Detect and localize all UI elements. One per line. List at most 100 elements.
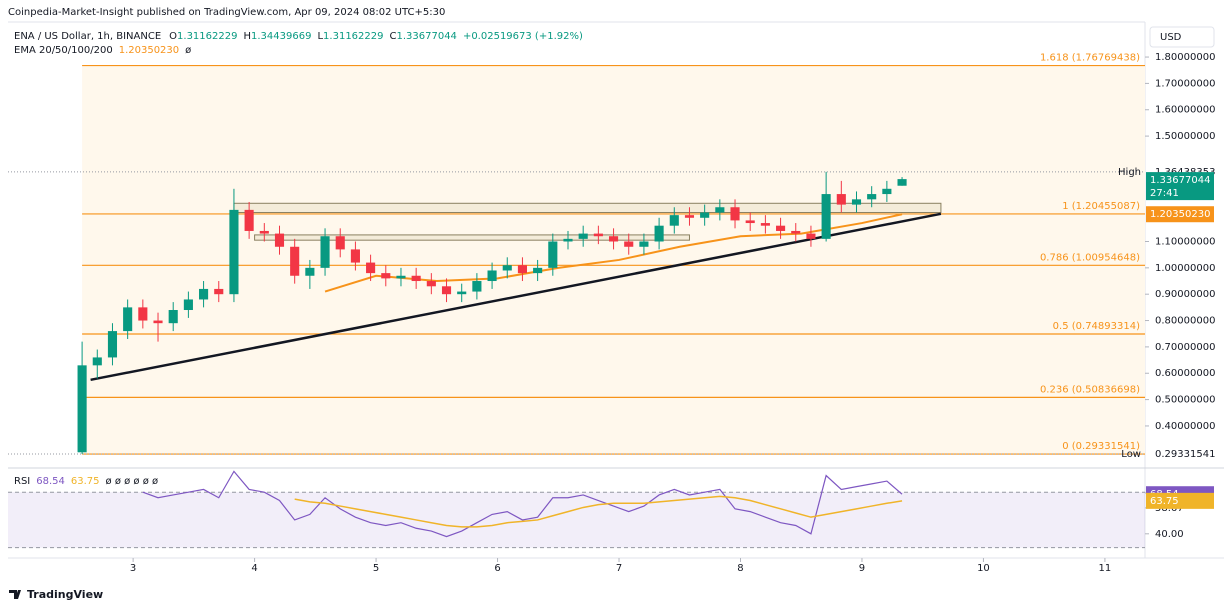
zone — [233, 202, 942, 214]
publish-header: Coinpedia-Market-Insight published on Tr… — [8, 7, 445, 18]
candle-body — [502, 265, 512, 271]
logo: TradingView — [9, 588, 103, 601]
candle-body — [426, 281, 436, 287]
legend-item: 1.34439669 — [251, 31, 311, 42]
candle-body — [745, 220, 755, 224]
candle-body — [229, 209, 239, 295]
candle-body — [366, 262, 376, 274]
x-tick-label: 3 — [130, 563, 136, 574]
candle-body — [350, 249, 360, 263]
x-tick-label: 10 — [977, 563, 990, 574]
candle-body — [624, 241, 634, 247]
candle-body — [715, 207, 725, 213]
ema-tag-bg — [1146, 206, 1214, 223]
candle-body — [381, 273, 391, 279]
fib-label: 0 (0.29331541) — [1062, 441, 1140, 452]
x-tick-label: 5 — [373, 563, 379, 574]
y-tick-label: 40.00 — [1155, 529, 1184, 540]
fib-label: 1 (1.20455087) — [1062, 201, 1140, 212]
legend: RSI 68.54 63.75 ø ø ø ø ø ø — [14, 476, 158, 487]
x-tick-label: 8 — [737, 563, 743, 574]
legend-item: ø ø ø ø ø ø — [106, 476, 159, 487]
candle-body — [836, 194, 846, 205]
candle-body — [897, 179, 907, 186]
candle-body — [244, 209, 254, 231]
price-tag-bg — [1146, 172, 1214, 201]
legend-item: ø — [185, 45, 191, 56]
candle-body — [684, 215, 695, 218]
x-tick-label: 6 — [494, 563, 500, 574]
candle-body — [396, 275, 406, 279]
fib-label: 0.236 (0.50836698) — [1040, 384, 1140, 395]
legend-item: 1.20350230 — [119, 45, 179, 56]
y-tick-label: 0.60000000 — [1155, 368, 1215, 379]
candle-body — [168, 310, 178, 324]
candle-body — [92, 357, 102, 366]
price-tag: 1.33677044 — [1150, 175, 1210, 186]
y-tick-label: 0.40000000 — [1155, 421, 1215, 432]
candle-body — [441, 286, 452, 295]
legend-item: 63.75 — [71, 476, 100, 487]
rsi-line — [294, 495, 903, 528]
legend-item: O — [169, 31, 177, 42]
candle-body — [882, 188, 892, 195]
candle-body — [77, 365, 87, 453]
low-value: 0.29331541 — [1155, 449, 1215, 460]
currency: USD — [1160, 32, 1182, 43]
candle-body — [806, 233, 816, 239]
candle-body — [274, 233, 285, 247]
ema-tag: 1.20350230 — [1150, 209, 1210, 220]
candle-body — [123, 307, 133, 332]
candle-body — [487, 270, 497, 282]
y-tick-label: 0.50000000 — [1155, 395, 1215, 406]
candle-body — [199, 288, 209, 300]
legend-item: EMA 20/50/100/200 — [14, 45, 113, 56]
y-tick-label: 1.70000000 — [1155, 78, 1215, 89]
y-tick-label: 0.80000000 — [1155, 316, 1215, 327]
fib-label: 1.618 (1.76769438) — [1040, 53, 1140, 64]
candle-body — [472, 281, 482, 292]
candle-body — [290, 246, 300, 276]
candle-body — [183, 299, 193, 311]
candle-body — [851, 199, 862, 205]
x-tick-label: 4 — [251, 563, 257, 574]
y-tick-label: 1.50000000 — [1155, 131, 1215, 142]
candle-body — [791, 230, 801, 234]
legend: EMA 20/50/100/200 1.20350230 ø — [14, 45, 191, 56]
candle-body — [700, 212, 710, 218]
candle-body — [214, 288, 224, 295]
candle-body — [608, 236, 619, 242]
legend-item: 1.33677044 — [396, 31, 456, 42]
candle-body — [639, 241, 649, 247]
candle-body — [578, 233, 588, 239]
rsi-tag-bg — [1146, 492, 1214, 509]
candle-body — [776, 225, 786, 231]
brand: TradingView — [27, 588, 103, 601]
y-tick-label: 1.80000000 — [1155, 52, 1215, 63]
candle-body — [517, 265, 527, 274]
trendline — [90, 212, 942, 382]
candle-body — [760, 223, 770, 226]
y-tick-label: 1.60000000 — [1155, 105, 1215, 116]
candle-body — [563, 238, 573, 242]
currency-button[interactable] — [1149, 26, 1215, 48]
legend-item: ENA / US Dollar, 1h, BINANCE — [14, 31, 161, 42]
legend-item: 1.31162229 — [323, 31, 383, 42]
legend-item: RSI — [14, 476, 30, 487]
y-tick-label: 1.00000000 — [1155, 263, 1215, 274]
legend-item: C — [390, 31, 397, 42]
x-tick-label: 11 — [1099, 563, 1112, 574]
candle-body — [533, 267, 543, 274]
candle-body — [259, 230, 269, 234]
x-tick-label: 9 — [859, 563, 865, 574]
zone — [254, 234, 690, 241]
candle-body — [320, 236, 330, 268]
legend-item: L — [317, 31, 323, 42]
legend-item: 68.54 — [36, 476, 65, 487]
candle-body — [335, 236, 345, 250]
candle-body — [138, 307, 148, 321]
candle-body — [153, 320, 163, 324]
y-tick-label: 0.70000000 — [1155, 342, 1215, 353]
candle-body — [654, 225, 664, 242]
